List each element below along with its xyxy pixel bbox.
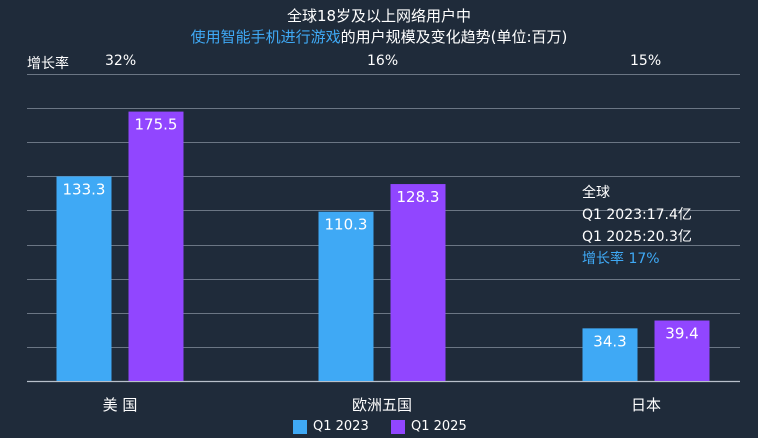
legend-swatch-2025 — [391, 419, 405, 434]
legend-label-2023: Q1 2023 — [313, 419, 369, 434]
legend-item-2025: Q1 2025 — [391, 419, 467, 434]
bar-2023 — [582, 328, 638, 381]
global-note-2025: Q1 2025:20.3亿 — [582, 229, 692, 245]
global-note-growth: 增长率 17% — [582, 251, 660, 267]
x-tick-label: 美 国 — [103, 396, 138, 414]
bar-2023 — [318, 211, 374, 381]
global-note-2023: Q1 2023:17.4亿 — [582, 207, 692, 223]
growth-rate-label: 增长率 — [27, 56, 69, 72]
x-tick-label: 欧洲五国 — [352, 396, 412, 414]
bar-value-label: 110.3 — [325, 216, 368, 234]
chart-title-highlight: 使用智能手机进行游戏 — [190, 28, 341, 46]
growth-rate-japan: 15% — [630, 53, 662, 69]
bar-2023 — [56, 176, 112, 381]
legend-item-2023: Q1 2023 — [293, 419, 369, 434]
global-note-title: 全球 — [582, 185, 610, 201]
bar-2025 — [128, 111, 184, 382]
x-tick-label: 日本 — [631, 396, 661, 414]
growth-rate-eu5: 16% — [367, 53, 399, 69]
legend-label-2025: Q1 2025 — [411, 419, 467, 434]
growth-rate-us: 32% — [105, 53, 137, 69]
legend-swatch-2023 — [293, 419, 307, 434]
bar-value-label: 128.3 — [397, 188, 440, 206]
bar-2025 — [654, 320, 710, 381]
bar-value-label: 175.5 — [135, 116, 178, 134]
chart-title-line1: 全球18岁及以上网络用户中 — [286, 7, 472, 25]
bar-value-label: 133.3 — [63, 180, 106, 198]
chart-title-rest: 的用户规模及变化趋势(单位:百万) — [340, 28, 568, 46]
bar-value-label: 34.3 — [593, 332, 626, 350]
bar-2025 — [390, 184, 446, 381]
chart-title-line2: 使用智能手机进行游戏的用户规模及变化趋势(单位:百万) — [0, 27, 758, 47]
bar-value-label: 39.4 — [665, 325, 698, 343]
